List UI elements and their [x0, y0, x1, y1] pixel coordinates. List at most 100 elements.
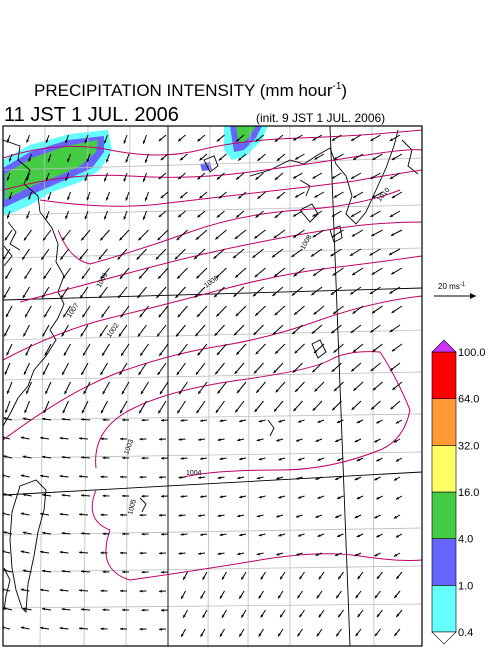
wind-vector-arrowhead [178, 176, 182, 180]
wind-vector-arrowhead [145, 197, 148, 201]
wind-vector-arrowhead [122, 570, 125, 574]
wind-vector-arrowhead [217, 390, 221, 394]
wind-vector-arrowhead [371, 233, 375, 237]
wind-vector-arrowhead [276, 157, 280, 161]
wind-vector-arrowhead [315, 553, 319, 556]
wind-vector-arrowhead [313, 311, 317, 315]
wind-vector-arrowhead [59, 474, 63, 478]
wind-vector-arrowhead [258, 457, 262, 461]
lat-lon-grid [3, 126, 422, 646]
wind-vector-arrowhead [6, 215, 10, 219]
init-time: (init. 9 JST 1 JUL. 2006) [256, 111, 385, 125]
wind-vector-arrowhead [65, 215, 68, 220]
wind-vector-arrowhead [393, 515, 398, 519]
wind-vector-arrowhead [42, 455, 46, 459]
wind-vector-arrowhead [79, 627, 82, 630]
wind-vector-arrowhead [161, 418, 164, 422]
wind-vector-arrowhead [64, 390, 68, 395]
wind-vector-arrowhead [337, 534, 341, 537]
wind-vector-arrowhead [47, 196, 51, 200]
wind-vector-arrowhead [8, 158, 12, 162]
wind-vector-arrowhead [4, 333, 7, 337]
wind-vector-arrowhead [120, 513, 123, 517]
wind-vector-arrowhead [45, 390, 48, 394]
wind-vector-arrowhead [100, 437, 104, 441]
wind-vector-arrowhead [316, 633, 320, 637]
wind-vector-arrowhead [239, 533, 243, 537]
wind-vector-arrowhead [237, 476, 241, 480]
wind-vector-arrowhead [217, 476, 221, 480]
wind-vector-arrowhead [316, 595, 320, 599]
wind-vector-arrowhead [318, 614, 322, 618]
wind-vector-arrowhead [293, 137, 297, 141]
wind-vector-arrowhead [312, 407, 316, 411]
wind-vector-arrowhead [214, 332, 218, 336]
wind-vector-arrowhead [353, 387, 357, 391]
wind-vector-arrowhead [198, 514, 202, 517]
wind-vector-arrowhead [195, 236, 199, 240]
wind-vector-arrowhead [22, 455, 26, 459]
wind-vector-arrowhead [178, 552, 182, 555]
wind-vector-arrowhead [274, 312, 278, 316]
wind-vector-arrowhead [257, 195, 261, 199]
wind-vector-arrowhead [392, 387, 396, 390]
wind-vector-arrowhead [137, 295, 141, 299]
wind-vector-arrowhead [143, 178, 146, 182]
wind-vector-arrowhead [176, 333, 179, 337]
wind-vector-arrowhead [61, 493, 65, 497]
wind-vector-arrowhead [161, 494, 164, 498]
wind-vector-arrowhead [311, 292, 315, 296]
wind-vector-arrowhead [394, 594, 398, 598]
wind-vector-arrowhead [42, 493, 46, 497]
wind-vector-arrowhead [295, 515, 299, 518]
wind-vector-arrowhead [140, 352, 143, 356]
wind-vector-arrowhead [178, 438, 182, 441]
wind-vector-arrowhead [81, 237, 85, 241]
wind-vector-arrowhead [106, 159, 109, 163]
wind-vector-arrowhead [258, 633, 262, 637]
wind-vector-arrowhead [81, 456, 84, 459]
wind-vector-arrowhead [274, 176, 278, 180]
wind-vector-arrowhead [45, 177, 49, 181]
wind-vector-arrowhead [61, 333, 65, 337]
wind-vector-arrowhead [333, 349, 337, 353]
wind-vector-arrowhead [371, 406, 375, 410]
colorbar-segment [431, 585, 457, 633]
wind-vector-arrowhead [297, 458, 301, 461]
wind-vector-arrowhead [161, 532, 164, 536]
wind-vector-arrowhead [275, 389, 279, 393]
wind-vector-arrowhead [213, 255, 217, 259]
wind-vector-arrowhead [175, 294, 179, 298]
wind-vector-arrowhead [396, 613, 400, 617]
wind-vector-arrowhead [26, 139, 29, 143]
wind-vector-arrowhead [295, 439, 299, 442]
wind-vector-arrowhead [22, 417, 26, 421]
wind-vector-arrowhead [139, 551, 143, 555]
wind-vector-arrowhead [106, 197, 109, 201]
wind-vector-arrowhead [351, 138, 355, 141]
wind-vector-arrowhead [239, 419, 243, 423]
colorbar-level-label: 32.0 [458, 440, 479, 452]
wind-vector-arrowhead [180, 495, 184, 498]
wind-vector-arrowhead [349, 253, 354, 256]
map-panel: 1002 1003 1004 1005 1006 1007 1008 1009 … [2, 125, 423, 647]
wind-vector-arrowhead [353, 349, 357, 353]
wind-vector-arrowhead [158, 275, 161, 279]
wind-vector-arrowhead [60, 256, 64, 260]
wind-vector-arrowhead [215, 275, 219, 278]
wind-vector-arrowhead [62, 410, 66, 414]
wind-vector-arrowhead [178, 214, 182, 218]
wind-vector-arrowhead [181, 595, 184, 599]
wind-vector-arrowhead [313, 273, 317, 276]
wind-vector-arrowhead [3, 531, 7, 534]
wind-vector-arrowhead [6, 139, 10, 143]
wind-vector-arrowhead [102, 456, 106, 460]
wind-vector-arrowhead [178, 514, 182, 517]
wind-vector-arrowhead [260, 614, 264, 618]
wind-vector-arrowhead [252, 255, 256, 258]
wind-vector-arrowhead [272, 293, 276, 296]
wind-vector-arrowhead [160, 157, 164, 161]
wind-vector-arrowhead [294, 311, 298, 315]
wind-vector-arrowhead [215, 371, 219, 375]
wind-vector-arrowhead [102, 532, 106, 536]
